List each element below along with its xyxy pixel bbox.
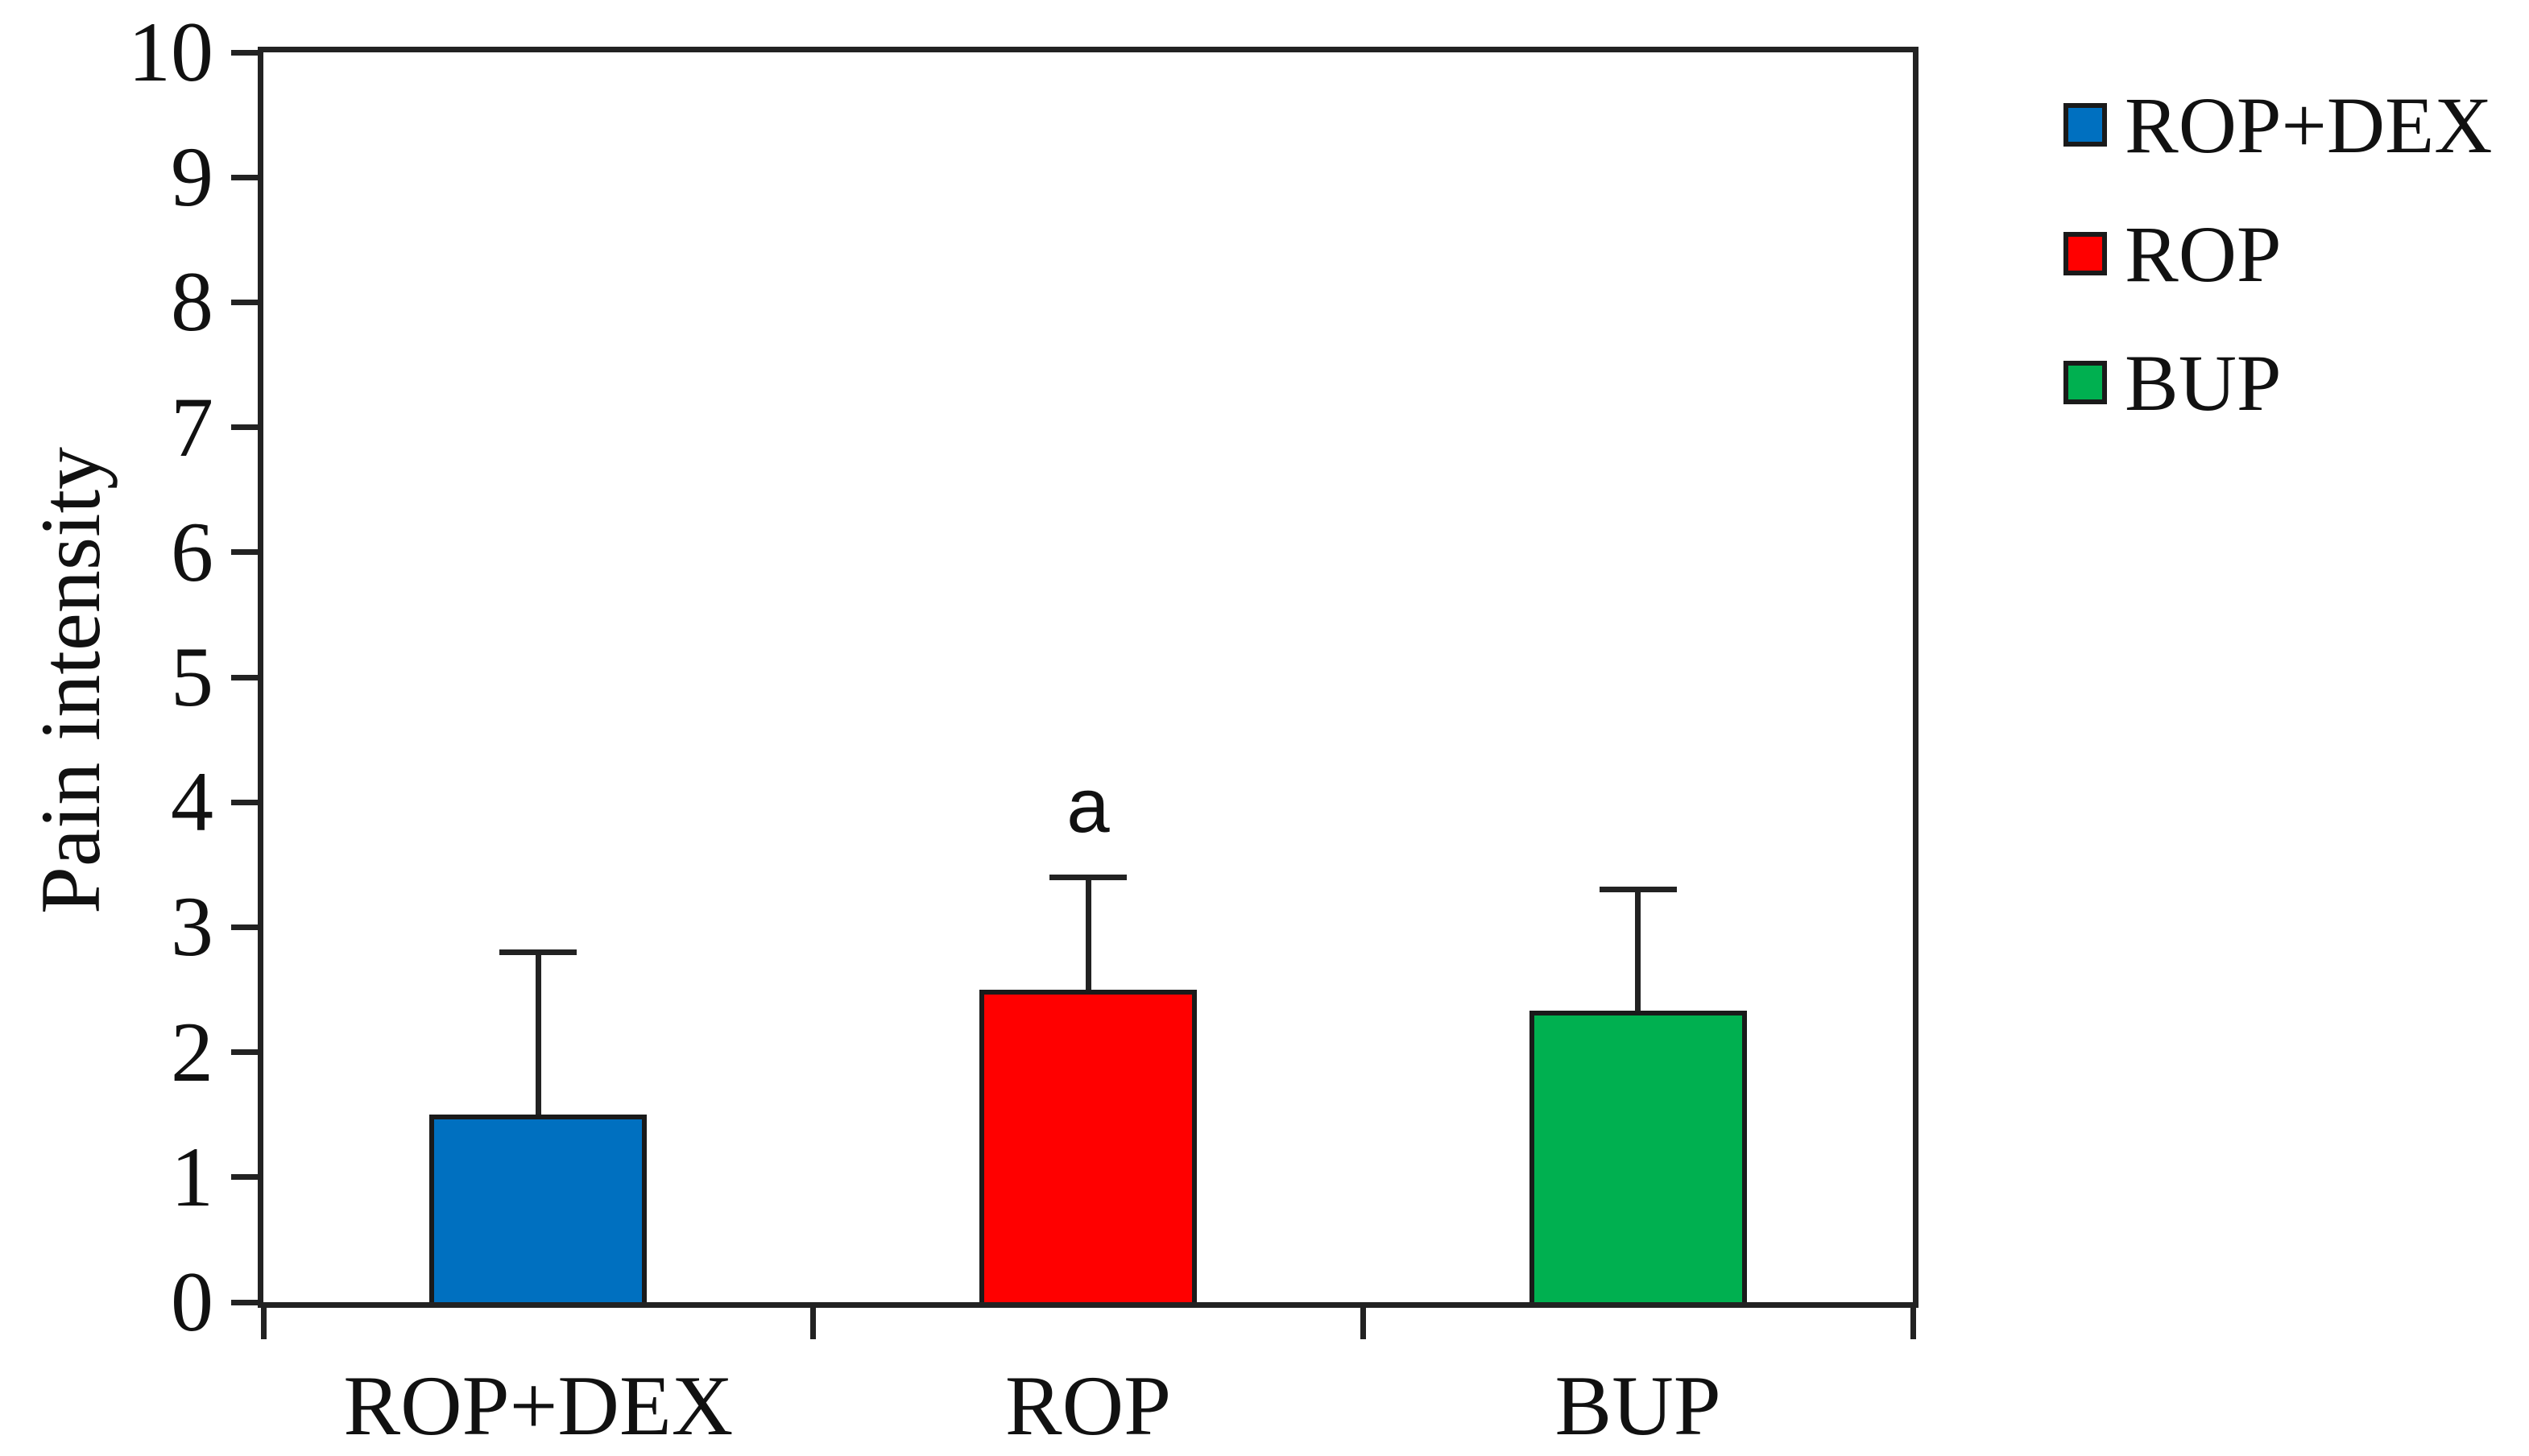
y-tick-mark (231, 799, 263, 805)
y-tick-mark (231, 1299, 263, 1305)
y-tick-mark (231, 174, 263, 180)
legend-item-BUP: BUP (2063, 335, 2492, 430)
y-tick-mark (231, 49, 263, 56)
bar-ROP (979, 990, 1197, 1302)
x-tick-mark (1360, 1302, 1366, 1339)
y-axis-title: Pain intensity (23, 446, 118, 915)
y-tick-mark (231, 424, 263, 431)
error-bar-cap (1049, 874, 1127, 880)
bar-ROP+DEX (429, 1115, 648, 1302)
error-bar-line (1635, 889, 1641, 1011)
y-tick-mark (231, 1049, 263, 1056)
y-tick-label: 9 (171, 130, 213, 225)
legend: ROP+DEX ROP BUP (2063, 77, 2492, 464)
plot-area: 0 1 2 3 4 5 6 7 8 9 10 ROP+DEX a ROP BUP (128, 5, 1918, 1453)
error-bar-cap (1599, 887, 1677, 893)
y-tick-label: 8 (171, 254, 213, 350)
legend-swatch (2063, 103, 2107, 147)
error-bar-cap (499, 949, 577, 955)
y-tick-label: 7 (171, 379, 213, 474)
error-bar-line (535, 952, 541, 1115)
x-category-label: ROP (1004, 1359, 1172, 1453)
y-tick-label: 4 (171, 755, 213, 850)
y-tick-label: 6 (171, 504, 213, 599)
y-tick-mark (231, 674, 263, 680)
legend-item-ROP+DEX: ROP+DEX (2063, 77, 2492, 172)
error-bar-line (1085, 877, 1091, 990)
y-tick-mark (231, 549, 263, 556)
x-tick-mark (1910, 1302, 1916, 1339)
y-tick-mark (231, 1174, 263, 1181)
y-tick-label: 3 (171, 879, 213, 974)
y-tick-mark (231, 924, 263, 930)
legend-label: ROP (2125, 209, 2282, 299)
legend-swatch (2063, 361, 2107, 404)
y-tick-label: 1 (171, 1129, 213, 1224)
y-tick-label: 2 (171, 1004, 213, 1099)
y-tick-mark (231, 299, 263, 305)
legend-label: BUP (2125, 337, 2282, 428)
legend-label: ROP+DEX (2125, 80, 2493, 170)
y-tick-label: 10 (128, 5, 213, 99)
legend-item-ROP: ROP (2063, 206, 2492, 301)
y-tick-label: 0 (171, 1255, 213, 1349)
x-category-label: BUP (1554, 1359, 1721, 1453)
x-tick-mark (260, 1302, 267, 1339)
legend-swatch (2063, 232, 2107, 275)
significance-annotation: a (1066, 763, 1110, 850)
x-category-label: ROP+DEX (343, 1359, 734, 1453)
y-tick-label: 5 (171, 630, 213, 724)
bar-BUP (1529, 1011, 1747, 1302)
x-tick-mark (810, 1302, 817, 1339)
